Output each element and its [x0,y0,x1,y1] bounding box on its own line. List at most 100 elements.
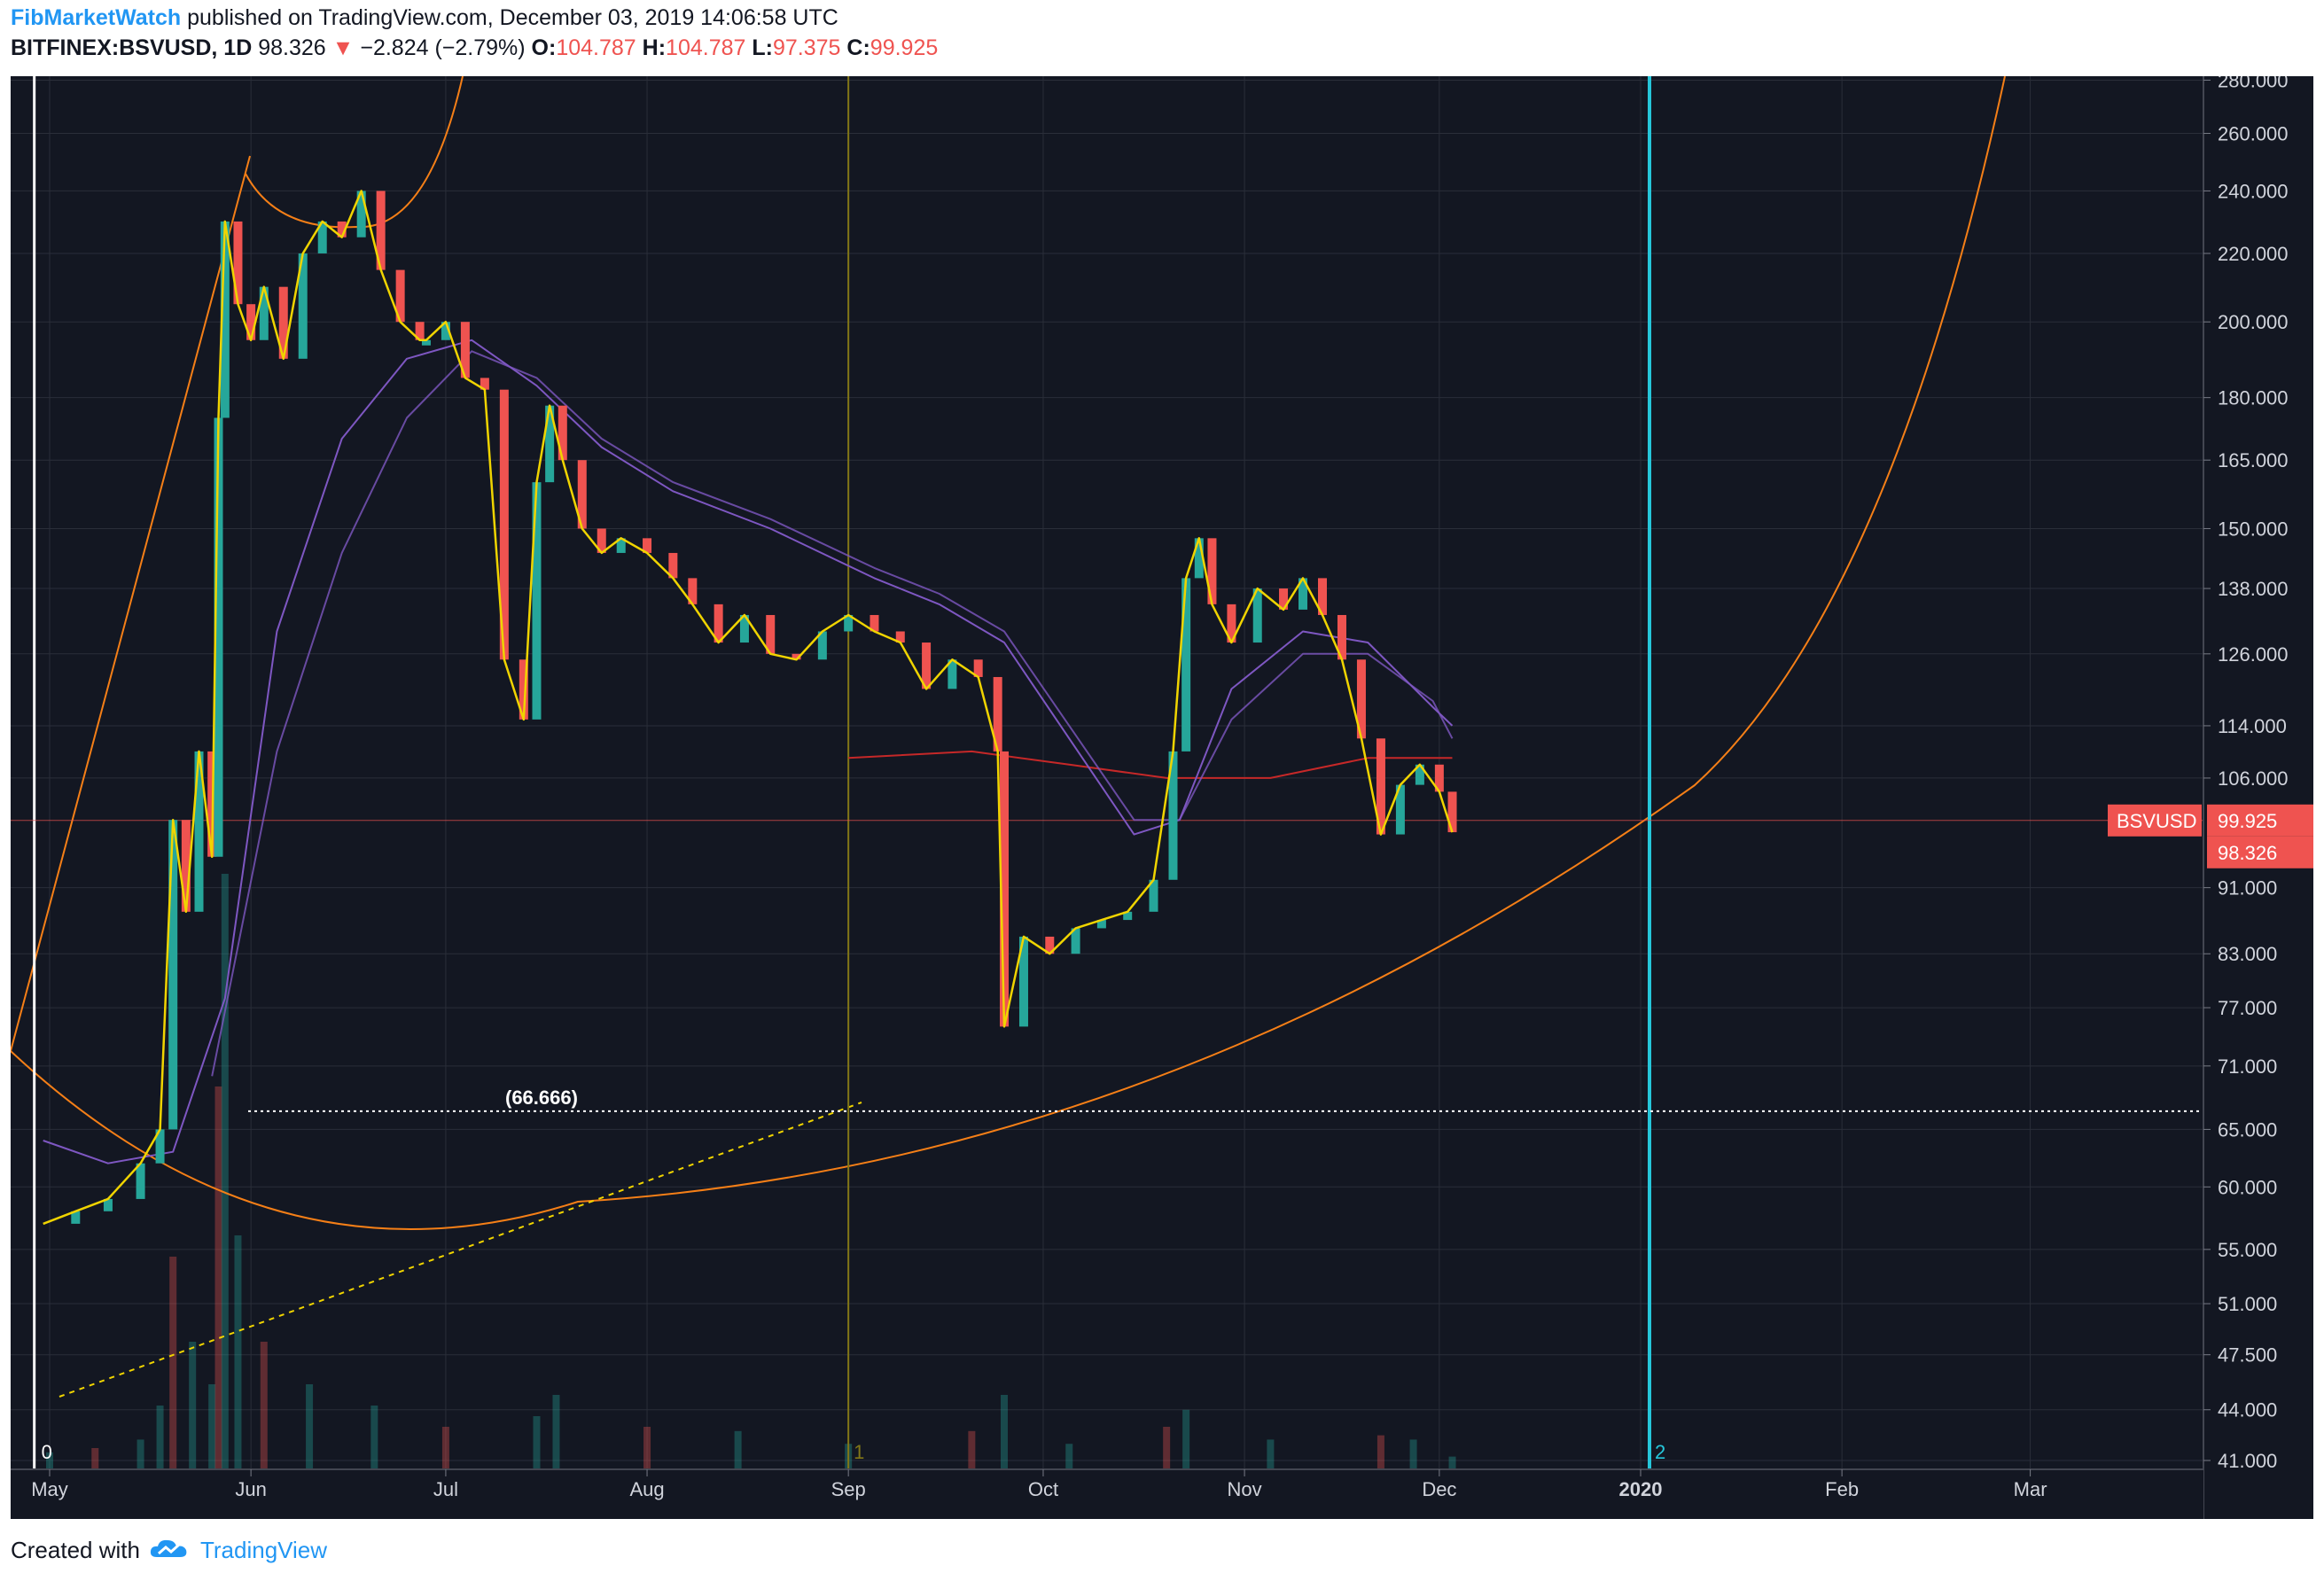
candle [233,221,243,305]
price-change: −2.824 (−2.79%) [360,35,526,60]
price-tick-label: 200.000 [2218,311,2289,333]
candle [278,286,288,359]
price-axis-bg [2203,76,2313,1519]
volume-bar [91,1448,99,1469]
last-price-label: 98.326 [2218,842,2277,864]
candle [168,820,178,1130]
candle [259,286,269,340]
candle [337,221,347,238]
price-tick-label: 55.000 [2218,1239,2277,1261]
price-tick-label: 180.000 [2218,387,2289,409]
candle [1395,784,1405,835]
low-value: 97.375 [772,35,841,60]
time-tick-label: Mar [2014,1478,2047,1500]
candle [895,631,905,643]
candle [1000,751,1009,1027]
volume-bar [1001,1395,1008,1469]
candle [545,405,555,483]
trend-dashed-line [58,1102,862,1398]
volume-bar [968,1430,976,1469]
volume-bars [46,874,1456,1469]
volume-bar [221,874,229,1469]
volume-bar [1376,1435,1384,1469]
price-tick-label: 220.000 [2218,243,2289,265]
candle [1415,764,1424,785]
price-tick-label: 47.500 [2218,1344,2277,1367]
candle [1018,936,1028,1027]
volume-bar [1182,1409,1190,1469]
candle [317,221,327,253]
high-value: 104.787 [666,35,746,60]
volume-bar [306,1384,314,1469]
price-tick-label: 83.000 [2218,943,2277,965]
time-tick-label: Jun [235,1478,266,1500]
volume-bar [260,1342,268,1469]
candle [1045,936,1055,954]
time-tick-label: Nov [1228,1478,1262,1500]
close-value: 99.925 [870,35,939,60]
candle [973,659,983,677]
candle [817,631,827,660]
candle [792,653,801,660]
candle [1227,604,1236,643]
volume-bar [46,1452,53,1469]
marker-label-0: 0 [42,1441,52,1463]
candle [519,659,528,720]
candle [739,614,749,643]
candle [460,322,470,378]
candle [1279,588,1289,610]
tradingview-brand[interactable]: TradingView [199,1537,328,1563]
candle [1376,738,1385,835]
vertical-markers: 0 1 2 [33,76,1665,1469]
candle [668,552,678,579]
candle [1123,911,1133,921]
candle [1096,920,1106,929]
price-tick-label: 51.000 [2218,1293,2277,1315]
candle [421,339,431,346]
candle [356,191,366,238]
candle [480,378,489,390]
marker-label-1: 1 [854,1441,864,1463]
candle [616,538,626,553]
candle [220,221,230,418]
price-tick-label: 65.000 [2218,1118,2277,1141]
candle [155,1129,165,1164]
volume-bar [533,1416,541,1469]
candle [1298,578,1308,610]
time-tick-label: Feb [1825,1478,1859,1500]
price-tick-label: 106.000 [2218,767,2289,790]
symbol-label: BITFINEX:BSVUSD, 1D [11,35,253,60]
candle [441,322,450,340]
publish-info: FibMarketWatch published on TradingView.… [11,5,838,31]
ma-purple-line [43,339,1454,1164]
price-axis: 280.000 260.000 240.000 220.000 200.000 180.0… [2203,76,2313,1519]
candle [558,405,567,461]
price-tick-label: 77.000 [2218,997,2277,1019]
volume-bar [1409,1439,1417,1469]
volume-bar [214,1086,222,1469]
price-tick-label: 240.000 [2218,180,2289,202]
price-chart[interactable]: 0 1 2(66.666)280.000260.000240.000220.0002… [11,76,2313,1519]
change-down-icon: ▼ [331,35,355,60]
symbol-badge [2108,804,2202,837]
author-link[interactable]: FibMarketWatch [11,5,182,30]
volume-bar [189,1342,197,1469]
published-text: published on TradingView.com, December 0… [187,5,838,30]
candle [1181,578,1191,752]
candle [714,604,723,643]
candle [1252,588,1262,643]
open-value: 104.787 [556,35,636,60]
tradingview-cloud-icon [150,1538,189,1567]
candle [1434,764,1444,792]
candle [532,482,542,720]
chart-canvas[interactable]: 0 1 2 (66.666) 280.000 260.000 240.000 220.000 2… [11,76,2313,1519]
volume-bar [1448,1456,1456,1469]
ma-purple-line-2 [211,350,1454,1077]
volume-bar [552,1395,560,1469]
candle [948,659,957,689]
price-tick-label: 165.000 [2218,449,2289,471]
grid-lines [11,76,2203,1469]
candle [844,614,854,632]
volume-bar [208,1384,216,1469]
candle [643,538,652,553]
